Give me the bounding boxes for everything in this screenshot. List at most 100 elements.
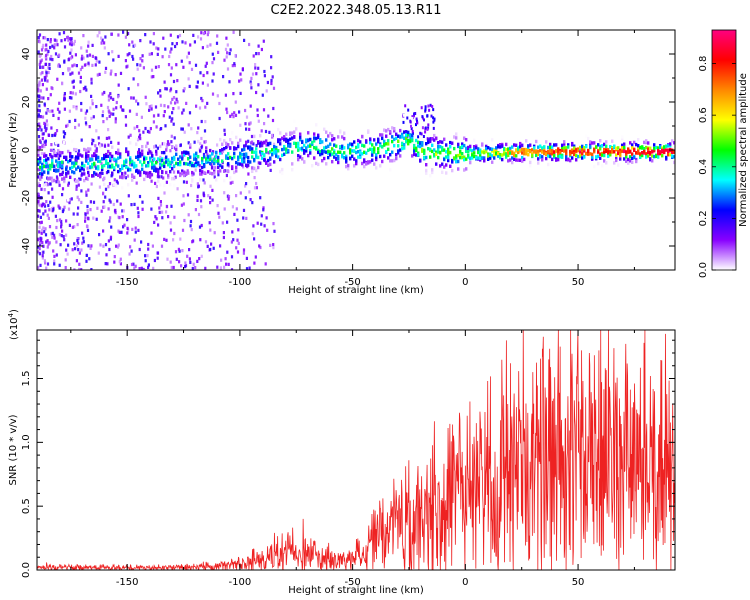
spectrogram-band-cell: [307, 131, 310, 135]
spectrogram-noise-cell: [172, 265, 175, 270]
spectrogram-noise-cell: [208, 221, 211, 225]
spectrogram-noise-cell: [181, 249, 184, 253]
spectrogram-band-cell: [139, 170, 142, 174]
spectrogram-band-cell: [657, 146, 660, 150]
spectrogram-noise-cell: [38, 167, 41, 171]
spectrogram-band-cell: [615, 153, 618, 157]
spectrogram-noise-cell: [37, 83, 40, 88]
spectrogram-band-cell: [303, 160, 306, 164]
spectrogram-band-cell: [515, 143, 518, 147]
spectrogram-noise-cell: [112, 107, 115, 111]
spectrogram-noise-cell: [235, 194, 238, 198]
spectrogram-band-cell: [509, 158, 512, 162]
spectrogram-band-cell: [479, 156, 482, 160]
spectrogram-noise-cell: [40, 96, 43, 100]
spectrogram-noise-cell: [42, 212, 45, 216]
spectrogram-noise-cell: [160, 151, 164, 155]
spectrogram-band-cell: [455, 136, 458, 140]
spectrogram-noise-cell: [235, 207, 238, 211]
spectrogram-noise-cell: [107, 52, 110, 56]
spectrogram-noise-cell: [424, 108, 427, 112]
spectrogram-band-cell: [441, 140, 444, 144]
spectrogram-noise-cell: [238, 110, 241, 114]
spectrogram-noise-cell: [245, 127, 248, 131]
spectrogram-band-cell: [367, 148, 370, 152]
spectrogram-noise-cell: [171, 97, 174, 101]
spectrogram-noise-cell: [157, 91, 160, 95]
spectrogram-band-cell: [81, 172, 84, 176]
spectrogram-noise-cell: [249, 198, 252, 202]
spectrogram-band-cell: [335, 157, 338, 161]
spectrogram-band-cell: [149, 150, 152, 154]
spectrogram-noise-cell: [415, 117, 418, 121]
spectrogram-band-cell: [53, 178, 56, 183]
spectrogram-band-cell: [293, 130, 296, 134]
spectrogram-noise-cell: [47, 97, 50, 101]
spectrogram-band-cell: [325, 130, 328, 134]
spectrogram-band-cell: [563, 146, 566, 150]
spectrogram-band-cell: [105, 159, 108, 163]
spectrogram-band-cell: [537, 161, 540, 165]
spectrogram-band-cell: [201, 156, 204, 161]
spectrogram-noise-cell: [227, 195, 231, 199]
spectrogram-noise-cell: [44, 209, 47, 213]
spectrogram-band-cell: [61, 177, 64, 181]
spectrogram-noise-cell: [79, 75, 82, 79]
spectrogram-band-cell: [313, 136, 316, 140]
spectrogram-band-cell: [305, 149, 308, 153]
spectrogram-noise-cell: [87, 63, 90, 67]
spectrogram-band-cell: [95, 172, 98, 176]
spectrogram-noise-cell: [203, 140, 206, 144]
spectrogram-band-cell: [645, 152, 648, 156]
spectrogram-band-cell: [309, 151, 312, 155]
spectrogram-band-cell: [511, 156, 514, 160]
spectrogram-band-cell: [71, 165, 74, 169]
spectrogram-band-cell: [477, 156, 480, 160]
spectrogram-noise-cell: [225, 173, 228, 178]
spectrogram-band-cell: [407, 138, 410, 143]
spectrogram-band-cell: [597, 161, 600, 166]
spectrogram-band-cell: [409, 134, 412, 138]
spectrogram-noise-cell: [255, 72, 258, 76]
spectrogram-band-cell: [361, 134, 364, 139]
spectrogram-band-cell: [51, 179, 54, 183]
spectrogram-band-cell: [429, 155, 432, 159]
spectrogram-noise-cell: [206, 44, 209, 48]
spectrogram-band-cell: [663, 145, 666, 150]
spectrogram-noise-cell: [201, 81, 204, 85]
spectrogram-noise-cell: [65, 248, 68, 252]
spectrogram-noise-cell: [182, 180, 186, 184]
spectrogram-band-cell: [265, 149, 268, 153]
spectrogram-band-cell: [147, 163, 150, 168]
spectrogram-band-cell: [41, 172, 44, 176]
spectrogram-band-cell: [57, 164, 60, 168]
spectrogram-band-cell: [179, 155, 182, 159]
spectrogram-noise-cell: [174, 175, 177, 179]
spectrogram-noise-cell: [63, 238, 66, 242]
spectrogram-noise-cell: [211, 92, 215, 96]
spectrogram-band-cell: [625, 152, 628, 156]
spectrogram-band-cell: [507, 159, 510, 163]
spectrogram-noise-cell: [154, 144, 157, 148]
spectrogram-noise-cell: [259, 153, 262, 157]
spectrogram-noise-cell: [94, 164, 97, 168]
spectrogram-noise-cell: [132, 57, 135, 61]
spectrogram-band-cell: [281, 153, 284, 157]
spectrogram-noise-cell: [109, 92, 112, 96]
spectrogram-noise-cell: [135, 181, 138, 185]
spectrogram-band-cell: [405, 140, 408, 144]
spectrogram-band-cell: [363, 144, 366, 148]
spectrogram-noise-cell: [168, 115, 171, 119]
spectrogram-noise-cell: [95, 129, 98, 133]
spectrogram-band-cell: [109, 156, 112, 160]
spectrogram-noise-cell: [249, 80, 252, 84]
spectrogram-noise-cell: [39, 236, 42, 240]
spectrogram-noise-cell: [107, 143, 110, 147]
spectrogram-band-cell: [219, 169, 222, 173]
spectrogram-noise-cell: [117, 95, 120, 99]
spectrogram-noise-cell: [234, 54, 237, 58]
spectrogram-band-cell: [465, 146, 468, 151]
spectrogram-noise-cell: [41, 202, 44, 206]
spectrogram-band-cell: [289, 137, 292, 141]
spectrogram-noise-cell: [224, 257, 227, 261]
